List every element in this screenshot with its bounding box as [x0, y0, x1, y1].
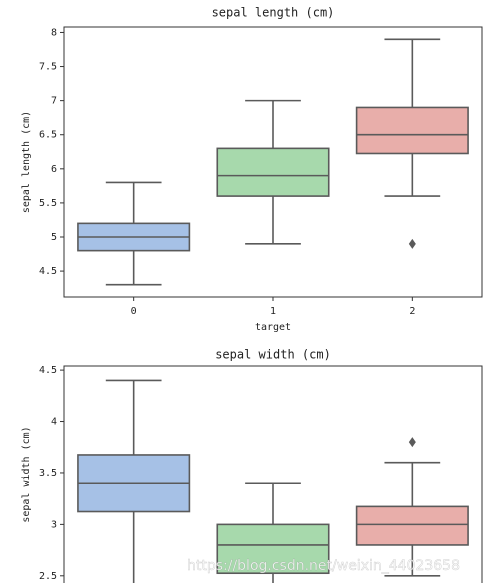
- x-axis-label: target: [255, 322, 291, 333]
- box: [355, 106, 469, 155]
- y-tick-label: 8: [51, 27, 57, 38]
- y-tick-label: 2.5: [39, 571, 57, 582]
- y-axis-label: sepal length (cm): [21, 111, 32, 213]
- chart-title: sepal width (cm): [215, 348, 331, 362]
- y-axis-label: sepal width (cm): [21, 426, 32, 522]
- y-tick-label: 4: [51, 417, 57, 428]
- y-tick-label: 4.5: [39, 266, 57, 277]
- box: [216, 147, 330, 197]
- y-tick-label: 3: [51, 519, 57, 530]
- chart-title: sepal length (cm): [212, 6, 335, 20]
- plot-area: [77, 38, 469, 286]
- y-tick-label: 6.5: [39, 130, 57, 141]
- box: [216, 523, 330, 575]
- outlier: [408, 238, 416, 249]
- axes-frame: [63, 365, 483, 583]
- y-tick-label: 6: [51, 164, 57, 175]
- outlier: [408, 437, 416, 448]
- box: [355, 505, 469, 546]
- y-tick-label: 3.5: [39, 468, 57, 479]
- x-tick-label: 0: [131, 306, 137, 317]
- y-tick-label: 5: [51, 232, 57, 243]
- watermark: https://blog.csdn.net/weixin_44023658: [187, 558, 460, 574]
- x-tick-label: 2: [409, 306, 415, 317]
- y-tick-label: 7: [51, 96, 57, 107]
- x-tick-label: 1: [270, 306, 276, 317]
- axes-frame: [63, 26, 483, 298]
- y-tick-label: 7.5: [39, 62, 57, 73]
- plot-area: [77, 379, 469, 583]
- y-tick-label: 5.5: [39, 198, 57, 209]
- y-tick-label: 4.5: [39, 365, 57, 376]
